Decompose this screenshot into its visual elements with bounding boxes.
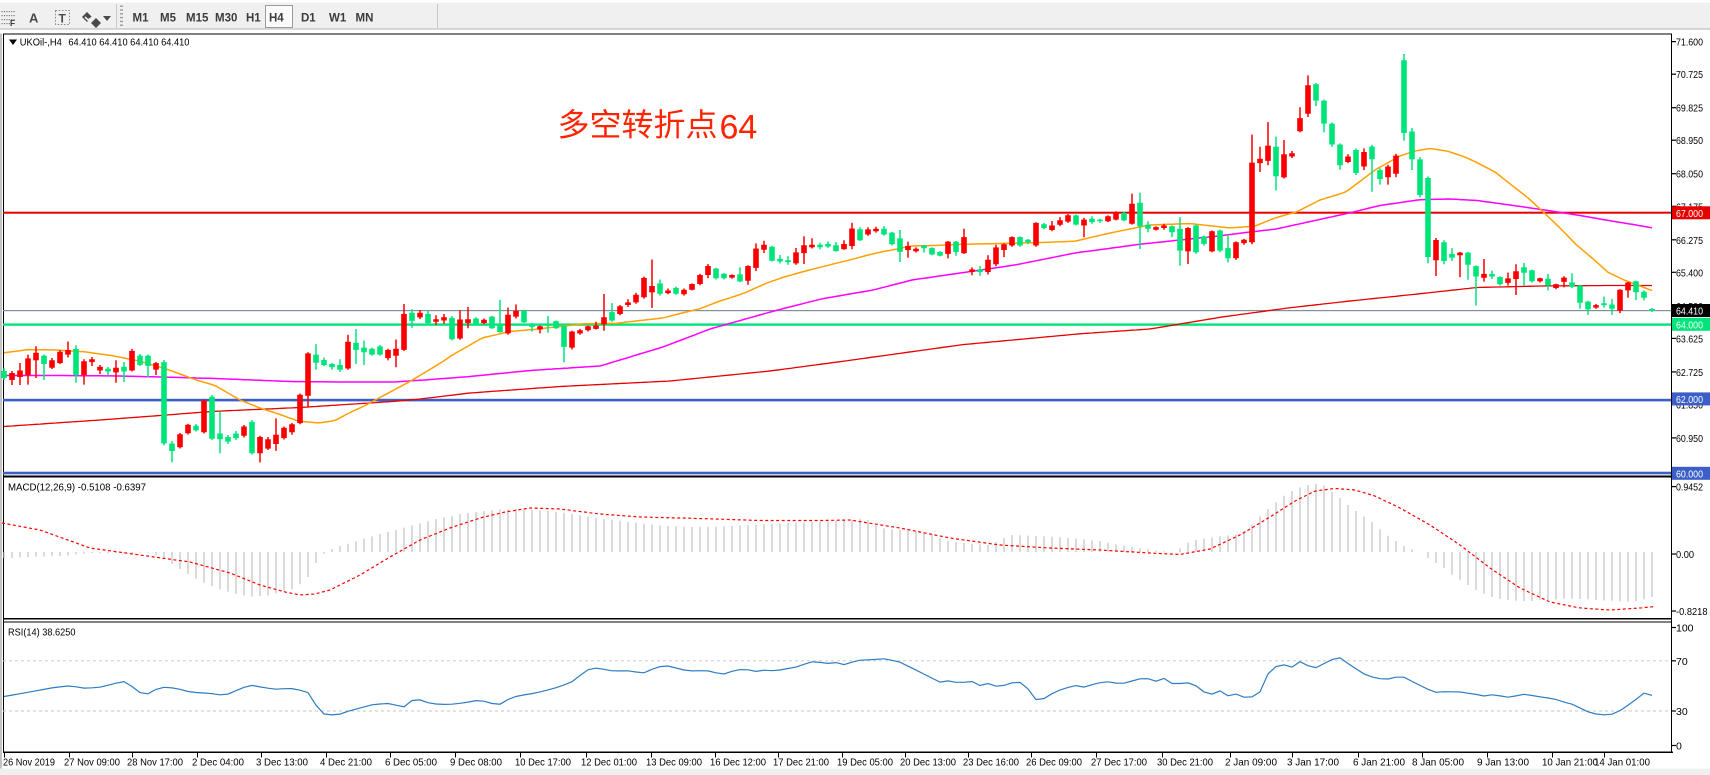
svg-text:RSI(14) 38.6250: RSI(14) 38.6250 [8, 627, 76, 639]
svg-text:65.400: 65.400 [1676, 267, 1703, 279]
svg-text:F: F [10, 19, 15, 28]
svg-text:27 Dec 17:00: 27 Dec 17:00 [1091, 757, 1147, 769]
svg-text:W1: W1 [329, 13, 347, 25]
svg-text:26 Nov 2019: 26 Nov 2019 [3, 757, 55, 769]
svg-text:4 Dec 21:00: 4 Dec 21:00 [320, 757, 372, 769]
svg-text:23 Dec 16:00: 23 Dec 16:00 [963, 757, 1019, 769]
svg-text:100: 100 [1676, 623, 1694, 635]
svg-text:30: 30 [1676, 706, 1688, 718]
svg-text:8 Jan 05:00: 8 Jan 05:00 [1412, 757, 1464, 769]
svg-text:67.000: 67.000 [1676, 208, 1703, 220]
svg-text:60.950: 60.950 [1676, 433, 1703, 445]
svg-text:MACD(12,26,9) -0.5108 -0.6397: MACD(12,26,9) -0.5108 -0.6397 [8, 482, 146, 494]
svg-text:63.625: 63.625 [1676, 333, 1703, 345]
svg-text:UKOil-,H4: UKOil-,H4 [20, 37, 62, 49]
svg-text:70: 70 [1676, 656, 1688, 668]
svg-text:71.600: 71.600 [1676, 37, 1703, 49]
svg-text:M30: M30 [215, 13, 237, 25]
svg-text:68.050: 68.050 [1676, 169, 1703, 181]
svg-text:27 Nov 09:00: 27 Nov 09:00 [64, 757, 120, 769]
svg-text:3 Dec 13:00: 3 Dec 13:00 [256, 757, 308, 769]
svg-text:M5: M5 [160, 13, 177, 25]
svg-text:6 Jan 21:00: 6 Jan 21:00 [1353, 757, 1405, 769]
svg-text:19 Dec 05:00: 19 Dec 05:00 [837, 757, 893, 769]
svg-text:9 Dec 08:00: 9 Dec 08:00 [450, 757, 502, 769]
svg-text:H4: H4 [269, 13, 284, 25]
svg-text:2 Jan 09:00: 2 Jan 09:00 [1225, 757, 1277, 769]
svg-text:H1: H1 [246, 13, 261, 25]
svg-text:10 Jan 21:00: 10 Jan 21:00 [1542, 757, 1598, 769]
svg-text:M1: M1 [133, 13, 150, 25]
svg-text:62.000: 62.000 [1676, 394, 1703, 406]
svg-text:69.825: 69.825 [1676, 103, 1703, 115]
svg-text:2 Dec 04:00: 2 Dec 04:00 [192, 757, 244, 769]
svg-text:12 Dec 01:00: 12 Dec 01:00 [581, 757, 637, 769]
svg-text:26 Dec 09:00: 26 Dec 09:00 [1026, 757, 1082, 769]
svg-text:20 Dec 13:00: 20 Dec 13:00 [900, 757, 956, 769]
svg-text:A: A [29, 11, 39, 26]
svg-text:T: T [59, 12, 67, 26]
svg-text:70.725: 70.725 [1676, 69, 1703, 81]
svg-text:62.725: 62.725 [1676, 367, 1703, 379]
svg-text:66.275: 66.275 [1676, 235, 1703, 247]
svg-text:D1: D1 [301, 13, 316, 25]
svg-text:64.000: 64.000 [1676, 319, 1703, 331]
svg-text:30 Dec 21:00: 30 Dec 21:00 [1157, 757, 1213, 769]
svg-text:68.950: 68.950 [1676, 135, 1703, 147]
svg-text:64: 64 [720, 109, 758, 147]
svg-text:MN: MN [356, 13, 374, 25]
svg-text:6 Dec 05:00: 6 Dec 05:00 [385, 757, 437, 769]
svg-text:28 Nov 17:00: 28 Nov 17:00 [127, 757, 183, 769]
svg-text:64.410 64.410 64.410 64.410: 64.410 64.410 64.410 64.410 [68, 37, 189, 49]
svg-text:16 Dec 12:00: 16 Dec 12:00 [710, 757, 766, 769]
svg-text:-0.8218: -0.8218 [1676, 606, 1708, 618]
svg-text:13 Dec 09:00: 13 Dec 09:00 [646, 757, 702, 769]
svg-text:0.00: 0.00 [1676, 549, 1694, 561]
svg-text:M15: M15 [186, 13, 209, 25]
svg-text:9 Jan 13:00: 9 Jan 13:00 [1477, 757, 1529, 769]
svg-text:3 Jan 17:00: 3 Jan 17:00 [1287, 757, 1339, 769]
svg-text:17 Dec 21:00: 17 Dec 21:00 [773, 757, 829, 769]
svg-text:0.9452: 0.9452 [1676, 482, 1703, 494]
svg-text:64.410: 64.410 [1676, 306, 1703, 318]
svg-text:14 Jan 01:00: 14 Jan 01:00 [1594, 757, 1650, 769]
svg-text:60.000: 60.000 [1676, 468, 1703, 480]
svg-text:10 Dec 17:00: 10 Dec 17:00 [515, 757, 571, 769]
svg-text:0: 0 [1676, 741, 1682, 753]
